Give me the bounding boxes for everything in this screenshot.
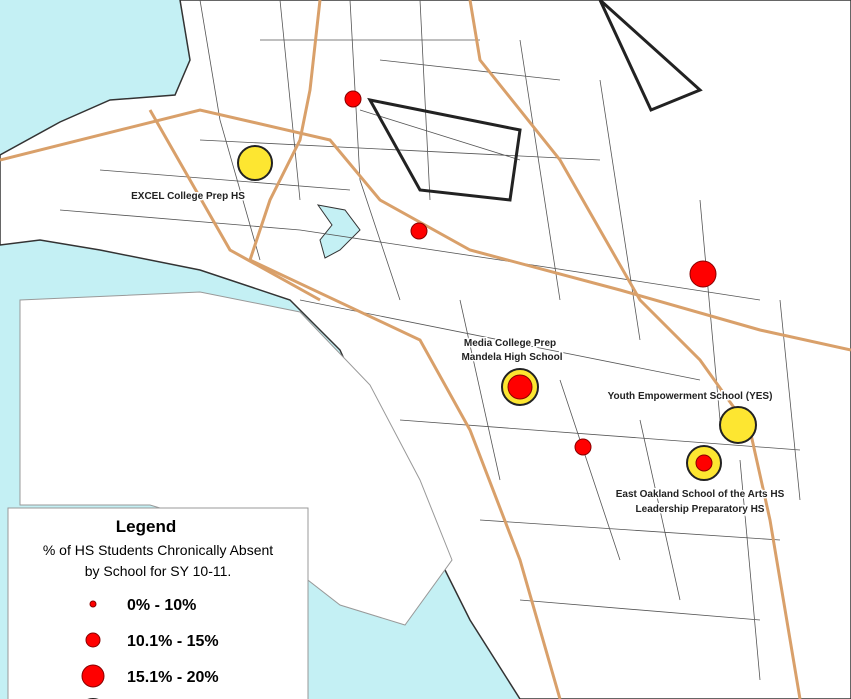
- legend-symbol: [89, 600, 97, 608]
- school-label: Youth Empowerment School (YES): [608, 391, 773, 402]
- marker: [237, 145, 273, 181]
- marker: [410, 222, 428, 240]
- marker: [574, 438, 592, 456]
- legend-symbol: [85, 632, 101, 648]
- legend: Legend % of HS Students Chronically Abse…: [7, 507, 309, 699]
- school-markers: [237, 90, 757, 481]
- legend-subtitle: % of HS Students Chronically Absent: [43, 542, 273, 558]
- legend-label: 10.1% - 15%: [127, 633, 219, 650]
- marker: [719, 406, 757, 444]
- marker: [695, 454, 713, 472]
- streets: [59, 0, 801, 681]
- school-label: Leadership Preparatory HS: [636, 504, 765, 515]
- legend-subtitle: by School for SY 10-11.: [85, 563, 232, 579]
- lake: [316, 204, 361, 259]
- school-label: Media College Prep: [464, 338, 556, 349]
- map-labels: EXCEL College Prep HS Media College Prep…: [130, 190, 786, 517]
- legend-title: Legend: [116, 517, 176, 536]
- marker: [689, 260, 717, 288]
- legend-label: 15.1% - 20%: [127, 669, 219, 686]
- school-label: East Oakland School of the Arts HS: [616, 489, 785, 500]
- school-label: Mandela High School: [461, 352, 562, 363]
- marker: [344, 90, 362, 108]
- island: [19, 291, 453, 626]
- legend-label: 0% - 10%: [127, 597, 196, 614]
- school-label: EXCEL College Prep HS: [131, 191, 245, 202]
- legend-box: [7, 507, 309, 699]
- marker: [507, 374, 533, 400]
- legend-symbol: [81, 664, 105, 688]
